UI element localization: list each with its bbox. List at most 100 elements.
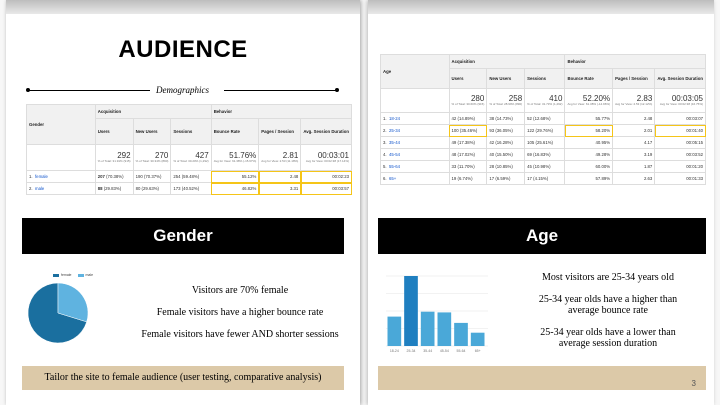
- row-link-age[interactable]: 25-34: [388, 128, 400, 133]
- top-bar: [368, 0, 714, 14]
- table-row: 1. 18-24 42 (14.89%) 38 (14.73%) 52 (12.68%…: [380, 112, 706, 125]
- cell-pages: 2.48: [612, 112, 656, 125]
- dimension-header[interactable]: Age: [380, 54, 450, 89]
- dimension-header[interactable]: Gender: [26, 104, 96, 145]
- col-new-users[interactable]: New Users: [486, 68, 526, 89]
- row-index: 6.: [383, 176, 387, 181]
- acquisition-header: Acquisition: [94, 104, 212, 119]
- cell-bounce: 55.77%: [564, 112, 614, 125]
- cell-sessions-pct: (29.76%): [535, 128, 553, 133]
- col-new-users[interactable]: New Users: [132, 118, 172, 145]
- cell-sessions: 254: [173, 174, 181, 179]
- col-users[interactable]: Users: [94, 118, 134, 145]
- cell-duration: 00:01:20: [654, 160, 706, 173]
- line-dot-right: [335, 88, 339, 92]
- col-users[interactable]: Users: [448, 68, 488, 89]
- row-link-age[interactable]: 35-44: [388, 140, 400, 145]
- col-bounce-rate[interactable]: Bounce Rate: [210, 118, 260, 145]
- cell-duration: 00:02:23: [300, 170, 352, 183]
- bar-tick-label: 65+: [475, 349, 481, 353]
- age-bar-chart: 18-24 25-34 35-44 45-54 55-64 65+: [386, 275, 488, 353]
- cell-new-pct: (10.85%): [495, 164, 513, 169]
- table-row: 1. female 207 (70.38%) 190 (70.37%) 254 …: [26, 170, 352, 183]
- bar-tick-label: 45-54: [440, 349, 449, 353]
- demographics-label: Demographics: [156, 85, 209, 95]
- cell-new-users: 93: [489, 128, 495, 133]
- cell-sessions-pct: (10.98%): [533, 164, 551, 169]
- col-avg-duration[interactable]: Avg. Session Duration: [654, 68, 706, 89]
- cell-users: 100: [451, 128, 459, 133]
- total-value: 292: [117, 150, 131, 160]
- legend-swatch: [77, 273, 84, 277]
- finding-1: Most visitors are 25-34 years old: [542, 272, 674, 283]
- total-note: % of Total: 30.60% (915): [451, 101, 485, 106]
- bar-tick-label: 18-24: [390, 349, 399, 353]
- cell-duration: 00:03:52: [654, 148, 706, 161]
- cell-new-users: 42: [489, 140, 495, 145]
- cell-pages: 4.17: [612, 136, 656, 149]
- pie-slice-male: [57, 282, 89, 323]
- row-link-age[interactable]: 45-54: [388, 152, 400, 157]
- row-link-age[interactable]: 55-64: [388, 164, 400, 169]
- col-sessions[interactable]: Sessions: [524, 68, 566, 89]
- total-value: 51.76%: [229, 150, 257, 160]
- finding-3: 25-34 year olds have a lower than averag…: [540, 327, 676, 349]
- row-link-female[interactable]: female: [34, 174, 48, 179]
- cell-duration: 00:03:57: [300, 182, 352, 195]
- row-index: 5.: [383, 164, 387, 169]
- cell-users: 19: [451, 176, 457, 181]
- bar-tick-label: 35-44: [423, 349, 432, 353]
- cell-new-pct: (16.28%): [495, 140, 513, 145]
- pie-legend: female male: [53, 273, 93, 277]
- cell-new-pct: (6.59%): [495, 176, 511, 181]
- cell-pages: 2.01: [612, 124, 656, 137]
- row-index: 1.: [29, 174, 33, 179]
- row-link-age[interactable]: 65+: [388, 176, 397, 181]
- cell-bounce: 60.00%: [564, 160, 614, 173]
- cell-users-pct: (6.74%): [457, 176, 473, 181]
- cell-users-pct: (11.70%): [457, 164, 475, 169]
- row-link-age[interactable]: 18-24: [388, 116, 400, 121]
- total-note: % of Total: 30.34% (890): [135, 158, 169, 163]
- bar-65+: [470, 332, 485, 346]
- bar-55-64: [454, 322, 468, 346]
- age-slide: Age Acquisition Behavior Users New Users…: [368, 0, 714, 405]
- col-pages-session[interactable]: Pages / Session: [612, 68, 656, 89]
- cell-new-pct: (29.63%): [141, 186, 159, 191]
- cell-pages: 2.48: [258, 170, 302, 183]
- col-sessions[interactable]: Sessions: [170, 118, 212, 145]
- cell-sessions: 122: [527, 128, 535, 133]
- cell-new-pct: (36.05%): [495, 128, 513, 133]
- cell-duration: 00:05:15: [654, 136, 706, 149]
- total-value: 2.83: [636, 93, 653, 103]
- cell-users: 48: [451, 152, 457, 157]
- totals-row: 292% of Total: 31.91% (915) 270% of Tota…: [26, 144, 352, 171]
- gender-findings: Visitors are 70% female Female visitors …: [126, 285, 354, 351]
- cell-users: 33: [451, 164, 457, 169]
- total-value: 280: [470, 93, 485, 103]
- cell-pages: 2.63: [612, 172, 656, 185]
- recommendation: Tailor the site to female audience (user…: [22, 366, 344, 390]
- col-pages-session[interactable]: Pages / Session: [258, 118, 302, 145]
- total-note: % of Total: 28.99% (890): [489, 101, 523, 106]
- cell-users: 207: [97, 174, 105, 179]
- row-link-male[interactable]: male: [34, 186, 45, 191]
- row-index: 3.: [383, 140, 387, 145]
- pie-slice-female: [28, 282, 87, 344]
- table-row: 2. 25-34 100 (35.46%) 93 (36.05%) 122 (29.7…: [380, 124, 706, 137]
- legend-swatch: [53, 273, 59, 277]
- total-note: Avg for View: 00:02:38 (17.14%): [305, 158, 349, 163]
- total-note: % of Total: 30.20% (1,292): [173, 158, 209, 163]
- row-index: 4.: [383, 152, 387, 157]
- cell-users-pct: (17.38%): [457, 140, 475, 145]
- col-bounce-rate[interactable]: Bounce Rate: [564, 68, 614, 89]
- cell-new-users: 190: [135, 174, 143, 179]
- finding-1: Visitors are 70% female: [191, 285, 289, 296]
- finding-2: 25-34 year olds have a higher than avera…: [538, 294, 678, 316]
- cell-bounce: 57.89%: [564, 172, 614, 185]
- col-avg-duration[interactable]: Avg. Session Duration: [300, 118, 352, 145]
- total-value: 52.20%: [582, 93, 611, 103]
- cell-sessions-pct: (12.68%): [533, 116, 551, 121]
- row-index: 2.: [383, 128, 387, 133]
- cell-users: 42: [451, 116, 457, 121]
